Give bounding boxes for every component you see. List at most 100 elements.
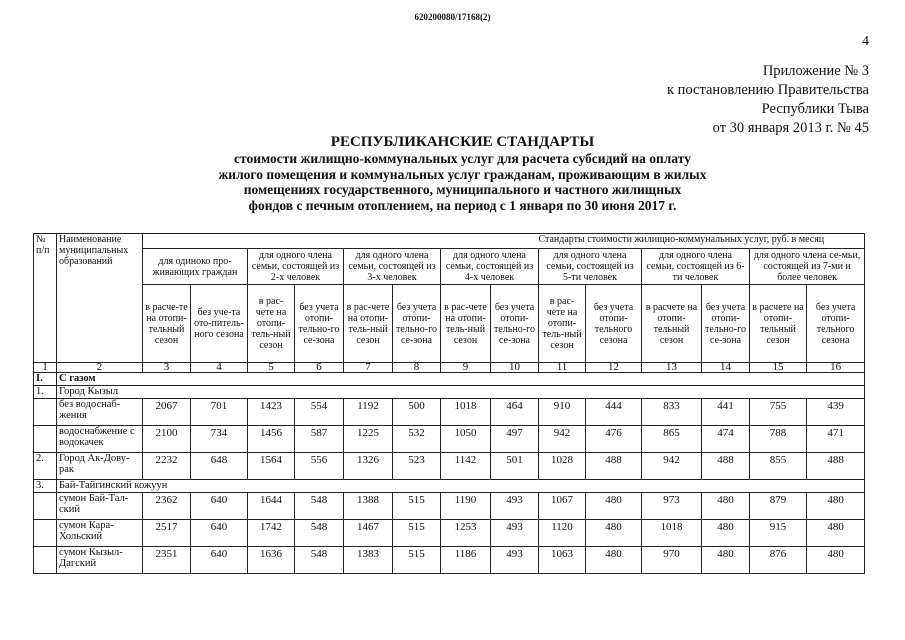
table-row: сумон Кызыл-Дагский 2351 640 1636 548 1383 515…	[33, 546, 866, 574]
cell-value: 441	[701, 398, 750, 426]
cell-value: 464	[490, 398, 539, 426]
row-number: 1.	[33, 385, 57, 399]
cell-value: 493	[490, 492, 539, 520]
cell-value: 480	[701, 519, 750, 547]
row-name: водоснабжение с водокачек	[56, 425, 143, 453]
cell-value: 876	[749, 546, 807, 574]
header-subcolumn: без учета отопи-тельно-го се-зона	[392, 284, 441, 363]
row-name: сумон Кызыл-Дагский	[56, 546, 143, 574]
column-number: 5	[247, 362, 295, 373]
header-subcolumn: в рас-чете на отопи-тель-ный сезон	[247, 284, 295, 363]
cell-value: 640	[190, 492, 248, 520]
cell-value: 480	[805, 546, 866, 574]
cell-value: 493	[490, 519, 539, 547]
table-row: сумон Бай-Тал-ский 2362 640 1644 548 1388 515 1…	[33, 492, 866, 520]
row-name: сумон Кара-Хольский	[56, 519, 143, 547]
standards-table: № п/п Наименование муниципальных образова…	[33, 233, 866, 574]
cell-value: 2067	[142, 398, 191, 426]
cell-value: 915	[749, 519, 807, 547]
header-subcolumn: в расче-те на отопи-тельный сезон	[142, 284, 191, 363]
cell-value: 523	[392, 452, 441, 480]
cell-value: 488	[805, 452, 866, 480]
header-subcolumn: в расчете на отопи-тельный сезон	[641, 284, 702, 363]
cell-value: 973	[641, 492, 702, 520]
row-number	[33, 492, 57, 520]
header-subcolumn: без учета отопи-тельно-го се-зона	[294, 284, 344, 363]
row-number: I.	[33, 372, 57, 386]
header-name: Наименование муниципальных образований	[56, 233, 143, 363]
cell-value: 444	[585, 398, 642, 426]
cell-value: 515	[392, 546, 441, 574]
row-name: Город Ак-Дову-рак	[56, 452, 143, 480]
column-number: 4	[190, 362, 248, 373]
row-number	[33, 519, 57, 547]
column-number: 6	[294, 362, 344, 373]
cell-value: 1388	[343, 492, 393, 520]
cell-value: 474	[701, 425, 750, 453]
header-subcolumn: без уче-та ото-питель-ного сезона	[190, 284, 248, 363]
row-number	[33, 398, 57, 426]
cell-value: 480	[585, 492, 642, 520]
cell-value: 2351	[142, 546, 191, 574]
cell-value: 1456	[247, 425, 295, 453]
cell-value: 855	[749, 452, 807, 480]
cell-value: 970	[641, 546, 702, 574]
document-subtitle: стоимости жилищно-коммунальных услуг для…	[0, 151, 905, 213]
cell-value: 788	[749, 425, 807, 453]
cell-value: 879	[749, 492, 807, 520]
row-number: 3.	[33, 479, 57, 493]
cell-value: 515	[392, 492, 441, 520]
cell-value: 755	[749, 398, 807, 426]
row-name: С газом	[55, 372, 866, 386]
annex-line: к постановлению Правительства	[667, 82, 869, 98]
cell-value: 1050	[440, 425, 491, 453]
cell-value: 1192	[343, 398, 393, 426]
cell-value: 471	[805, 425, 866, 453]
header-group: для одного члена се-мьи, состоящей из 7-…	[748, 248, 866, 285]
column-number: 16	[805, 362, 866, 373]
annex-line: Республики Тыва	[761, 101, 869, 117]
cell-value: 942	[538, 425, 586, 453]
cell-value: 1383	[343, 546, 393, 574]
cell-value: 2100	[142, 425, 191, 453]
header-group: для одного члена семьи, состоящей из 2-х…	[247, 248, 344, 285]
cell-value: 1186	[440, 546, 491, 574]
document-id: 620200080/17168(2)	[414, 12, 491, 22]
cell-value: 480	[585, 519, 642, 547]
cell-value: 2362	[142, 492, 191, 520]
cell-value: 480	[701, 492, 750, 520]
cell-value: 1063	[538, 546, 586, 574]
annex-block: Приложение № 3 к постановлению Правитель…	[667, 62, 869, 138]
subtitle-line: помещениях государственного, муниципальн…	[243, 182, 682, 197]
row-name: без водоснаб-жения	[56, 398, 143, 426]
cell-value: 1018	[641, 519, 702, 547]
subtitle-line: стоимости жилищно-коммунальных услуг для…	[234, 151, 691, 166]
cell-value: 532	[392, 425, 441, 453]
cell-value: 1142	[440, 452, 491, 480]
header-subcolumn: в рас-чете на отопи-тель-ный сезон	[440, 284, 491, 363]
row-name: сумон Бай-Тал-ский	[56, 492, 143, 520]
row-number	[33, 546, 57, 574]
cell-value: 1190	[440, 492, 491, 520]
column-number: 7	[343, 362, 393, 373]
cell-value: 640	[190, 519, 248, 547]
cell-value: 1028	[538, 452, 586, 480]
cell-value: 488	[585, 452, 642, 480]
header-group: для одного члена семьи, состоящей из 5-т…	[538, 248, 642, 285]
header-subcolumn: в расчете на отопи-тельный сезон	[749, 284, 807, 363]
column-number: 1	[33, 362, 57, 373]
cell-value: 587	[294, 425, 344, 453]
cell-value: 1423	[247, 398, 295, 426]
cell-value: 500	[392, 398, 441, 426]
table-row-group: 1. Город Кызыл	[33, 385, 866, 399]
cell-value: 488	[701, 452, 750, 480]
cell-value: 556	[294, 452, 344, 480]
column-number: 14	[701, 362, 750, 373]
row-name: Город Кызыл	[55, 385, 866, 399]
cell-value: 1067	[538, 492, 586, 520]
cell-value: 501	[490, 452, 539, 480]
cell-value: 548	[294, 546, 344, 574]
header-subcolumn: в рас-чете на отопи-тель-ный сезон	[538, 284, 586, 363]
cell-value: 942	[641, 452, 702, 480]
header-subcolumn: без учета отопи-тельного сезона	[585, 284, 642, 363]
